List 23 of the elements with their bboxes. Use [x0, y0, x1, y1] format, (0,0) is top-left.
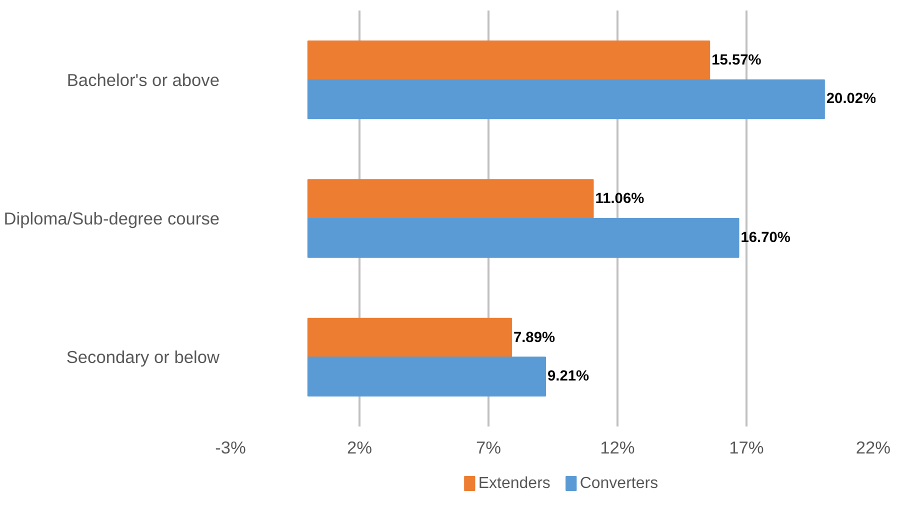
data-label: 16.70% — [740, 230, 790, 246]
data-label: 7.89% — [513, 330, 556, 346]
bar — [307, 356, 546, 396]
data-label: 9.21% — [548, 368, 590, 385]
bar — [307, 40, 710, 80]
x-tick-label: 2% — [346, 438, 372, 458]
x-tick-label: 22% — [856, 438, 891, 458]
bar — [307, 79, 825, 120]
legend-label: Extenders — [478, 475, 550, 492]
x-tick-label: 17% — [729, 438, 764, 458]
y-tick-label: Diploma/Sub-degree course — [4, 208, 220, 228]
bar — [307, 179, 594, 219]
bar — [307, 218, 740, 258]
data-label: 15.57% — [712, 52, 762, 68]
legend-label: Converters — [580, 475, 658, 492]
x-tick-label: 12% — [600, 438, 635, 458]
bar — [307, 318, 512, 358]
x-tick-label: -3% — [215, 438, 246, 458]
y-tick-label: Secondary or below — [66, 347, 220, 368]
x-tick-label: 7% — [476, 438, 502, 458]
y-tick-label: Bachelor's or above — [66, 70, 220, 90]
data-label: 11.06% — [595, 191, 644, 208]
data-label: 20.02% — [826, 91, 876, 108]
